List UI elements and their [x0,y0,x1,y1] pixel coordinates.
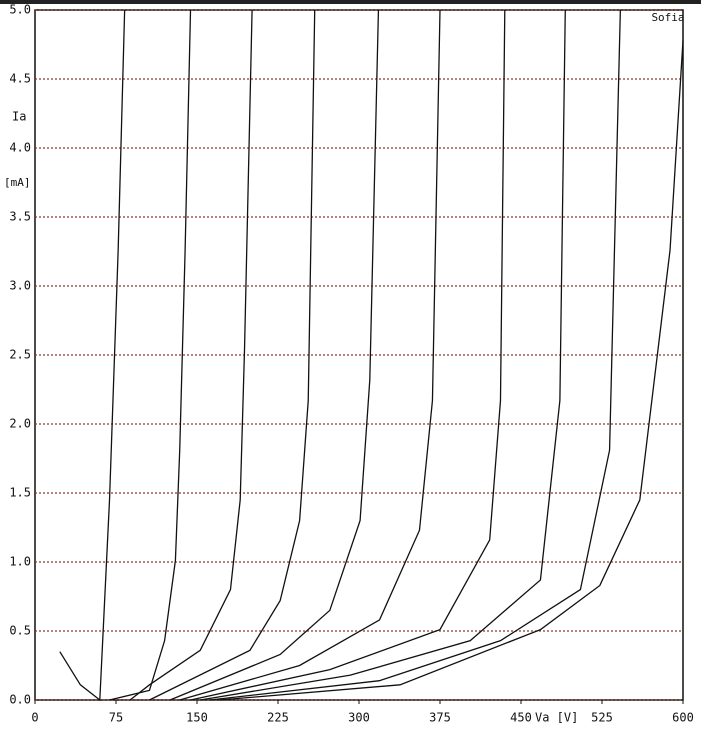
curve [169,9,380,701]
y-tick-label: 1.0 [9,555,31,569]
top-bar [0,0,701,4]
annotation: Sofia [651,11,684,24]
y-tick-label: 4.5 [9,72,31,86]
x-tick-label: 600 [672,711,694,725]
x-tick-label: 0 [31,711,38,725]
curve [179,9,441,701]
x-axis-label: Va [V] [535,711,578,725]
x-tick-label: 525 [591,711,613,725]
y-tick-label: 0.5 [9,624,31,638]
x-tick-label: 375 [429,711,451,725]
y-tick-label: 3.5 [9,210,31,224]
y-tick-label: 4.0 [9,141,31,155]
y-tick-label: 2.5 [9,348,31,362]
x-tick-label: 300 [348,711,370,725]
y-axis-label: Ia [12,110,26,124]
curve [209,9,622,701]
curve [200,9,566,701]
y-axis-unit: [mA] [4,176,31,189]
y-tick-label: 5.0 [9,3,31,17]
curve [109,9,192,701]
curve [59,9,126,702]
y-tick-label: 0.0 [9,693,31,707]
y-tick-label: 1.5 [9,486,31,500]
y-tick-label: 3.0 [9,279,31,293]
curve [190,9,506,701]
curve [149,9,316,701]
x-tick-label: 75 [109,711,123,725]
curve [219,40,684,701]
x-tick-label: 450 [510,711,532,725]
x-tick-label: 225 [267,711,289,725]
x-tick-label: 150 [186,711,208,725]
curve [129,9,253,701]
y-tick-label: 2.0 [9,417,31,431]
